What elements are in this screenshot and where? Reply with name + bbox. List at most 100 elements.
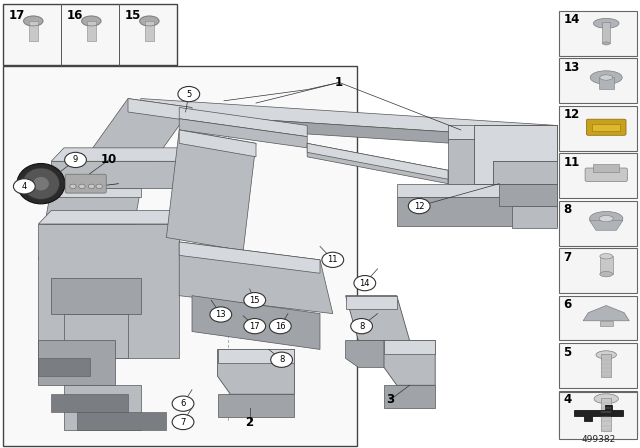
FancyBboxPatch shape [87,21,96,41]
FancyBboxPatch shape [29,21,38,41]
Polygon shape [128,99,192,121]
Polygon shape [192,296,320,349]
FancyBboxPatch shape [559,296,637,340]
Polygon shape [166,130,256,251]
Text: 8: 8 [279,355,284,364]
Polygon shape [307,143,448,179]
Polygon shape [397,197,557,226]
Text: 15: 15 [250,296,260,305]
FancyBboxPatch shape [559,153,637,198]
Text: 17: 17 [9,9,25,22]
Polygon shape [141,99,557,139]
Text: 9: 9 [73,155,78,164]
Text: 8: 8 [563,203,572,216]
Ellipse shape [82,16,101,26]
Polygon shape [397,184,557,197]
Polygon shape [38,211,192,224]
Ellipse shape [593,18,619,28]
Text: 11: 11 [328,255,338,264]
Text: 4: 4 [22,182,27,191]
FancyBboxPatch shape [602,22,610,43]
Ellipse shape [594,394,618,404]
Text: 13: 13 [563,61,579,74]
Circle shape [354,276,376,291]
Polygon shape [448,139,557,184]
FancyBboxPatch shape [559,391,637,435]
Polygon shape [51,148,192,161]
FancyBboxPatch shape [559,201,637,246]
Text: 1: 1 [335,76,343,89]
Circle shape [178,86,200,102]
Ellipse shape [24,16,43,26]
Ellipse shape [17,164,65,204]
Polygon shape [77,99,192,179]
Text: 8: 8 [359,322,364,331]
Polygon shape [77,412,166,430]
Ellipse shape [600,271,612,277]
Polygon shape [38,340,115,385]
FancyBboxPatch shape [559,392,637,439]
Polygon shape [179,119,307,148]
Polygon shape [499,184,557,206]
FancyBboxPatch shape [145,21,154,41]
Polygon shape [64,385,141,430]
Text: 15: 15 [125,9,141,22]
Text: 6: 6 [180,399,186,408]
Ellipse shape [22,168,60,199]
Text: 14: 14 [360,279,370,288]
Polygon shape [589,220,623,230]
FancyBboxPatch shape [592,124,620,131]
Ellipse shape [602,42,610,45]
Text: 5: 5 [186,90,191,99]
Polygon shape [307,143,448,184]
Circle shape [271,352,292,367]
Circle shape [322,252,344,267]
FancyBboxPatch shape [601,354,611,377]
Circle shape [210,307,232,322]
Polygon shape [600,321,612,326]
FancyBboxPatch shape [559,58,637,103]
FancyBboxPatch shape [3,4,177,65]
FancyBboxPatch shape [593,164,619,172]
Ellipse shape [589,211,623,226]
Circle shape [351,319,372,334]
Text: 5: 5 [563,346,572,359]
Text: 12: 12 [414,202,424,211]
Polygon shape [384,340,435,385]
Polygon shape [38,188,141,260]
Text: 2: 2 [246,416,253,429]
Polygon shape [384,385,435,408]
FancyBboxPatch shape [559,248,637,293]
FancyBboxPatch shape [559,343,637,388]
FancyBboxPatch shape [586,119,626,135]
Polygon shape [574,405,623,421]
Circle shape [244,293,266,308]
Text: 16: 16 [67,9,83,22]
Ellipse shape [590,71,622,84]
Polygon shape [583,306,629,321]
Polygon shape [218,394,294,417]
Polygon shape [346,296,410,340]
Polygon shape [384,340,435,354]
Polygon shape [218,349,294,394]
Polygon shape [179,242,320,273]
Polygon shape [51,394,128,412]
FancyBboxPatch shape [559,11,637,56]
Circle shape [88,184,95,189]
Polygon shape [51,188,141,197]
Circle shape [79,184,85,189]
Text: 6: 6 [563,298,572,311]
Ellipse shape [33,177,49,190]
Text: 499382: 499382 [581,435,616,444]
Text: 7: 7 [563,251,572,264]
Circle shape [408,198,430,214]
Circle shape [244,319,266,334]
Polygon shape [38,224,179,358]
FancyBboxPatch shape [65,174,106,193]
Polygon shape [493,161,557,184]
Polygon shape [600,256,612,274]
Ellipse shape [140,16,159,26]
Circle shape [70,184,76,189]
Circle shape [172,414,194,430]
Polygon shape [512,206,557,228]
